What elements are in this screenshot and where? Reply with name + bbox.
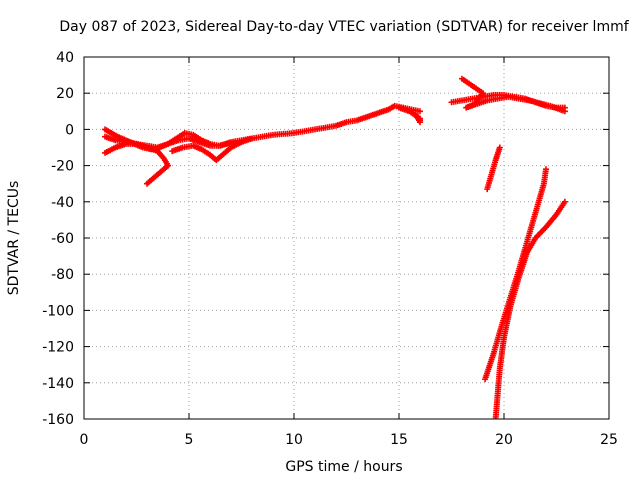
y-tick-label: -40 xyxy=(51,195,74,211)
series-track-d xyxy=(169,135,255,164)
series-track-j xyxy=(492,198,568,419)
y-tick-label: 0 xyxy=(65,122,74,138)
y-tick-label: -100 xyxy=(42,303,74,319)
data-point xyxy=(144,180,150,187)
series-track-h xyxy=(484,144,503,193)
data-point xyxy=(561,198,568,205)
x-axis-label: GPS time / hours xyxy=(285,459,402,475)
data-series-layer xyxy=(102,75,568,419)
y-tick-label: -120 xyxy=(42,340,74,356)
y-tick-label: -160 xyxy=(42,412,74,428)
x-tick-label: 5 xyxy=(185,432,194,448)
plot-area xyxy=(102,75,568,419)
series-track-e xyxy=(396,104,423,126)
data-point xyxy=(543,166,549,173)
x-tick-label: 10 xyxy=(285,432,303,448)
y-tick-label: 20 xyxy=(56,86,74,102)
y-axis-label: SDTVAR / TECUs xyxy=(6,181,22,296)
y-tick-label: 40 xyxy=(56,50,74,66)
data-point xyxy=(249,135,255,142)
x-tick-label: 0 xyxy=(80,432,89,448)
gridlines xyxy=(84,57,609,419)
x-tick-label: 20 xyxy=(495,432,513,448)
data-point xyxy=(412,111,419,118)
y-tick-label: -20 xyxy=(51,159,74,175)
y-tick-label: -60 xyxy=(51,231,74,247)
data-point xyxy=(561,108,568,115)
axis-ticks: 0 5 10 15 20 25 -160 -140 -120 -100 -80 -60 -40 -20 0 2… xyxy=(42,50,618,448)
data-point xyxy=(417,108,423,115)
series-track-c xyxy=(102,133,171,187)
data-point xyxy=(496,144,503,151)
x-tick-label: 15 xyxy=(390,432,408,448)
chart-title: Day 087 of 2023, Sidereal Day-to-day VTE… xyxy=(59,19,629,35)
series-track-g xyxy=(459,75,568,115)
y-tick-label: -80 xyxy=(51,267,74,283)
x-tick-label: 25 xyxy=(600,432,618,448)
y-tick-label: -140 xyxy=(42,376,74,392)
